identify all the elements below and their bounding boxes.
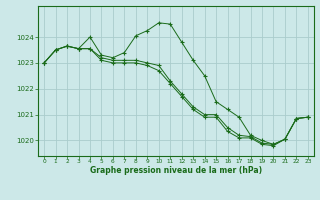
X-axis label: Graphe pression niveau de la mer (hPa): Graphe pression niveau de la mer (hPa) xyxy=(90,166,262,175)
